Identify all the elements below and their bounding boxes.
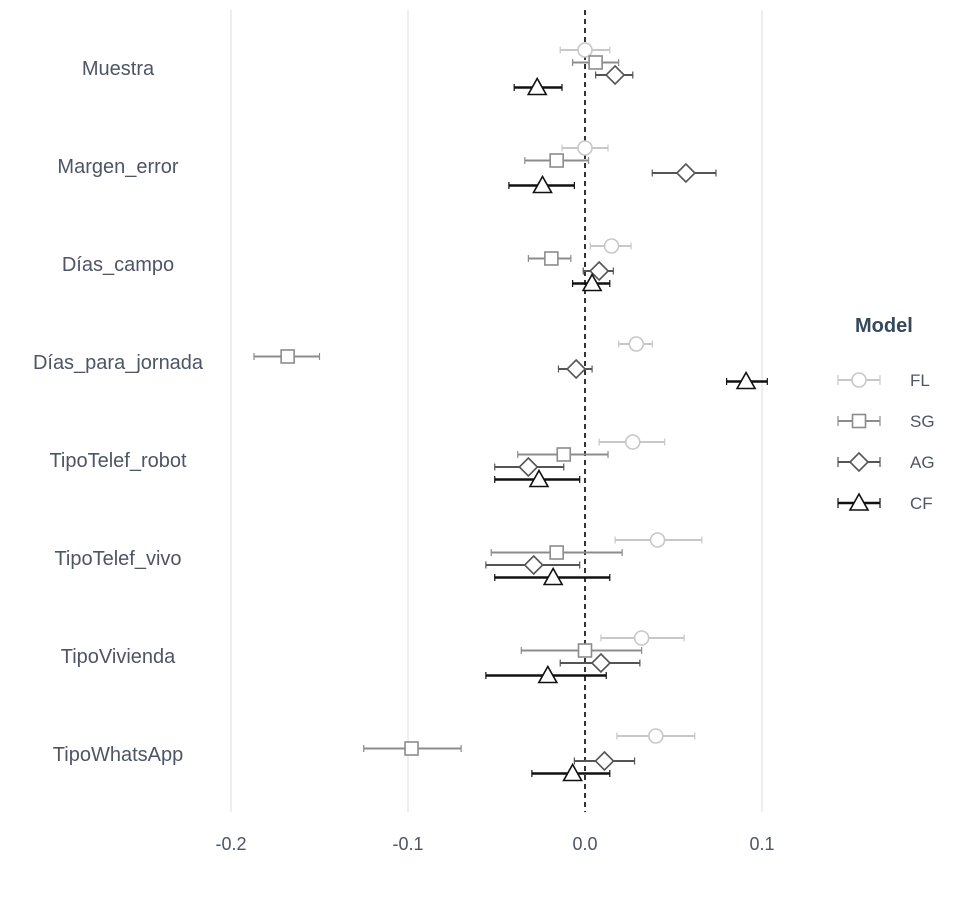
point-ag-margen-error bbox=[675, 162, 697, 184]
point-fl-margen-error bbox=[577, 140, 593, 156]
point-ag-tipowhatsapp bbox=[594, 750, 615, 772]
point-sg-muestra bbox=[588, 55, 603, 70]
point-cf-dias-para-jornada bbox=[735, 370, 757, 390]
point-fl-tipotelef-vivo bbox=[649, 532, 666, 548]
legend-label-sg: SG bbox=[910, 412, 935, 431]
legend-key-sg bbox=[851, 413, 867, 429]
category-label-margen-error: Margen_error bbox=[57, 156, 179, 178]
legend-item-cf: CF bbox=[837, 492, 933, 513]
point-fl-tipovivienda bbox=[633, 630, 650, 646]
point-fl-tipotelef-robot bbox=[624, 434, 641, 450]
point-fl-dias-campo bbox=[603, 238, 620, 254]
category-labels: Muestra Margen_error Días_campo Días_para_j… bbox=[33, 58, 204, 766]
point-cf-muestra bbox=[526, 76, 548, 96]
point-cf-tipovivienda bbox=[537, 664, 559, 684]
point-sg-tipotelef-robot bbox=[556, 447, 572, 462]
category-label-tipowhatsapp: TipoWhatsApp bbox=[53, 744, 183, 766]
category-label-dias-campo: Días_campo bbox=[62, 254, 174, 276]
point-fl-muestra bbox=[577, 42, 593, 58]
point-sg-dias-para-jornada bbox=[280, 349, 295, 364]
legend-label-fl: FL bbox=[910, 371, 930, 390]
legend-label-cf: CF bbox=[910, 494, 933, 513]
legend-item-fl: FL bbox=[837, 371, 930, 390]
x-tick-label: -0.2 bbox=[215, 834, 246, 854]
point-cf-tipowhatsapp bbox=[562, 762, 583, 782]
point-fl-tipowhatsapp bbox=[647, 728, 664, 744]
x-axis-ticks: -0.2 -0.1 0.0 0.1 bbox=[215, 834, 774, 854]
category-label-tipotelef-robot: TipoTelef_robot bbox=[49, 450, 187, 472]
x-tick-label: 0.1 bbox=[749, 834, 774, 854]
point-cf-dias-campo bbox=[581, 272, 603, 292]
series-layer bbox=[253, 42, 768, 782]
point-ag-tipotelef-robot bbox=[518, 456, 539, 478]
point-ag-muestra bbox=[604, 64, 626, 86]
point-sg-tipovivienda bbox=[577, 643, 593, 658]
legend-key-cf bbox=[848, 492, 870, 511]
category-label-tipovivienda: TipoVivienda bbox=[61, 646, 176, 668]
legend-key-ag bbox=[848, 451, 870, 473]
category-label-dias-para-jornada: Días_para_jornada bbox=[33, 352, 204, 374]
series-fl bbox=[559, 42, 703, 744]
point-ag-tipovivienda bbox=[590, 652, 612, 674]
legend-key-fl bbox=[851, 372, 867, 388]
series-sg bbox=[253, 55, 643, 756]
point-ag-tipotelef-vivo bbox=[523, 554, 544, 576]
grid-lines bbox=[230, 10, 763, 812]
category-label-muestra: Muestra bbox=[82, 58, 155, 80]
point-cf-tipotelef-vivo bbox=[542, 566, 564, 586]
point-ag-dias-campo bbox=[589, 260, 610, 282]
series-ag bbox=[485, 64, 717, 772]
point-sg-dias-campo bbox=[544, 251, 559, 266]
point-sg-tipowhatsapp bbox=[404, 741, 419, 756]
point-sg-margen-error bbox=[549, 153, 564, 168]
x-tick-label: 0.0 bbox=[572, 834, 597, 854]
legend-label-ag: AG bbox=[910, 453, 935, 472]
point-ag-dias-para-jornada bbox=[566, 358, 587, 380]
x-tick-label: -0.1 bbox=[392, 834, 423, 854]
legend-title: Model bbox=[855, 315, 913, 337]
category-label-tipotelef-vivo: TipoTelef_vivo bbox=[54, 548, 181, 570]
point-sg-tipotelef-vivo bbox=[549, 545, 564, 560]
legend: Model FL SG AG CF bbox=[837, 315, 935, 513]
legend-item-ag: AG bbox=[837, 451, 935, 473]
point-cf-margen-error bbox=[532, 174, 553, 194]
series-cf bbox=[485, 76, 768, 782]
legend-item-sg: SG bbox=[837, 412, 935, 431]
point-cf-tipotelef-robot bbox=[528, 468, 550, 488]
point-fl-dias-para-jornada bbox=[628, 336, 645, 352]
